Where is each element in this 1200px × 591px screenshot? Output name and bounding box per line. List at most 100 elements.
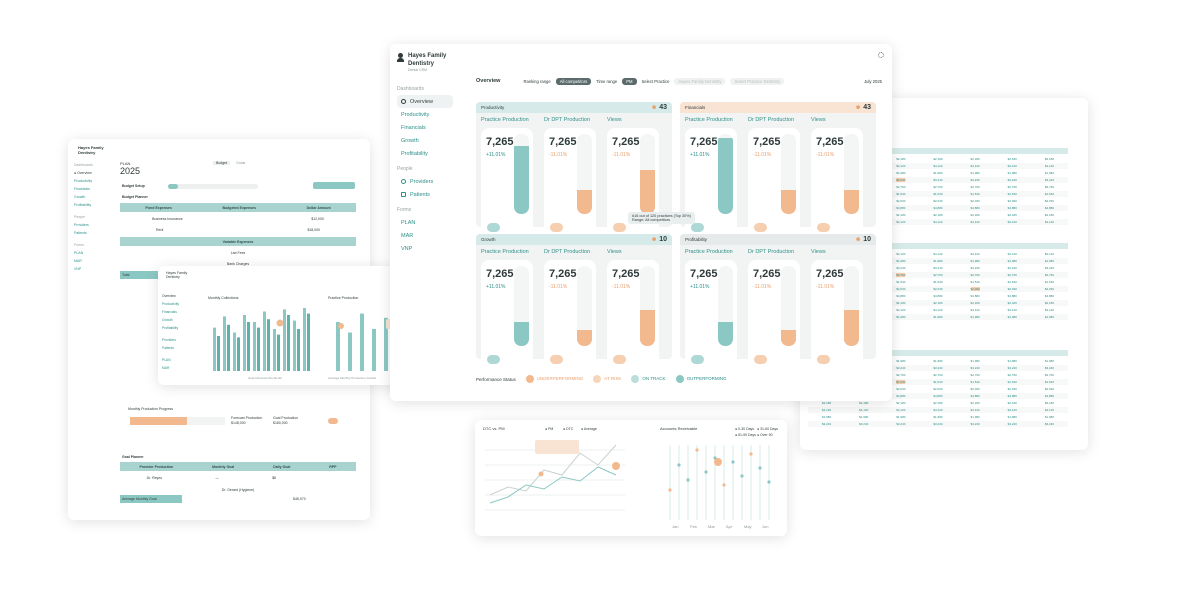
table-cell: $2,180 bbox=[1044, 301, 1054, 305]
series-line bbox=[489, 466, 617, 504]
mini-nav-item[interactable]: PLAN bbox=[162, 358, 171, 362]
mini-nav-item[interactable]: Providers bbox=[162, 338, 176, 342]
table-row: $1,980 $1,980 $1,980 $1,980 $1,980 $1,980 $1,9… bbox=[808, 414, 1068, 420]
budget-tabs[interactable]: Budget Goals bbox=[213, 161, 245, 165]
legend-item: AT RISK bbox=[593, 375, 621, 383]
table-cell: $3,240 bbox=[933, 422, 943, 426]
table-cell: $4,120 bbox=[970, 164, 980, 168]
table-cell: $3,240 bbox=[1044, 178, 1054, 182]
metric-fill bbox=[514, 146, 529, 214]
mini-nav-item[interactable]: Patients bbox=[162, 346, 174, 350]
table-cell: $4,120 bbox=[933, 164, 943, 168]
table-cell: $4,120 bbox=[1007, 308, 1017, 312]
nav-label: Patients bbox=[410, 191, 430, 198]
sidebar-item-productivity[interactable]: Productivity bbox=[397, 108, 453, 121]
tab-goals[interactable]: Goals bbox=[236, 161, 246, 165]
metric-badge-icon bbox=[817, 223, 830, 232]
metric-card[interactable]: Views 7,265 -11.01% bbox=[607, 249, 659, 370]
sidebar-item-patients[interactable]: Patients bbox=[397, 188, 453, 201]
table-cell: $3,240 bbox=[896, 366, 906, 370]
sidebar-item-financials[interactable]: Financials bbox=[397, 121, 453, 134]
metric-change: -11.01% bbox=[549, 152, 568, 158]
mini-nav-item[interactable]: Financials bbox=[162, 310, 177, 314]
metric-card[interactable]: Practice Production 7,265 +11.01% bbox=[685, 249, 737, 370]
bar bbox=[263, 311, 266, 371]
table-cell: $1,980 bbox=[933, 359, 943, 363]
underperforming-dot bbox=[525, 375, 534, 383]
mini-nav-item[interactable]: Productivity bbox=[162, 302, 180, 306]
ranking-range-select[interactable]: All competitors bbox=[555, 77, 592, 85]
time-range-select[interactable]: PM bbox=[622, 77, 637, 85]
mini-nav-item[interactable]: Profitability bbox=[162, 326, 179, 330]
metric-card[interactable]: Practice Production 7,265 +11.01% bbox=[481, 117, 533, 238]
table-cell: $2,180 bbox=[933, 157, 943, 161]
mini-nav-item[interactable]: Overview bbox=[162, 294, 176, 298]
legend-label: OUTPERFORMING bbox=[686, 376, 727, 382]
sidebar-item-overview[interactable]: Overview bbox=[397, 95, 453, 108]
goal-toggle[interactable] bbox=[328, 418, 338, 424]
metric-card[interactable]: Practice Production 7,265 +11.01% bbox=[481, 249, 533, 370]
metric-tube bbox=[514, 134, 529, 214]
table-cell: $1,980 bbox=[1044, 415, 1054, 419]
metric-card[interactable]: Dr DPT Production 7,265 -11.01% bbox=[748, 249, 800, 370]
metric-fill bbox=[781, 330, 796, 346]
table-cell: $1,980 bbox=[821, 415, 832, 419]
bar bbox=[217, 336, 220, 371]
main-window: Hayes Family Dentistry Dental CRM Dashbo… bbox=[390, 44, 892, 401]
table-cell: $2,180 bbox=[970, 213, 980, 217]
legend-item: OUTPERFORMING bbox=[675, 375, 727, 383]
table-cell: $2,030 bbox=[1007, 387, 1017, 391]
mini-note1: Goal Achieved this Month bbox=[248, 376, 283, 380]
highlight-point bbox=[714, 458, 722, 466]
bar bbox=[293, 320, 296, 371]
budget-slider[interactable] bbox=[168, 184, 258, 189]
table-cell: $2,760 bbox=[970, 373, 980, 377]
table-cell: $4,120 bbox=[1044, 308, 1054, 312]
table-cell: $2,760 bbox=[1044, 185, 1054, 189]
table-cell: $1,540 bbox=[896, 192, 906, 196]
table-cell: $4,880 bbox=[896, 206, 906, 210]
metric-card[interactable]: Dr DPT Production 7,265 -11.01% bbox=[544, 117, 596, 238]
table-cell: $4,880 bbox=[1044, 294, 1054, 298]
sidebar-item-growth[interactable]: Growth bbox=[397, 134, 453, 147]
dashboard-panel: Profitability ✺ 10 Practice Production 7,26… bbox=[680, 234, 876, 370]
table-cell: $4,120 bbox=[1044, 408, 1054, 412]
total-row: Total bbox=[120, 271, 180, 279]
table-cell: $3,240 bbox=[933, 366, 943, 370]
tab-budget[interactable]: Budget bbox=[213, 161, 231, 165]
table-cell: $2,030 bbox=[1044, 199, 1054, 203]
filter-chip-2[interactable]: Select Practice Dentistry bbox=[730, 77, 785, 85]
sidebar-item-mar[interactable]: MAR bbox=[397, 229, 453, 242]
filter-chip-1[interactable]: Hayes Family Dentistry bbox=[674, 77, 726, 85]
panel-title: Growth bbox=[481, 237, 496, 242]
month-select[interactable]: July 2025 bbox=[864, 78, 882, 84]
generate-budget-button[interactable] bbox=[313, 182, 355, 189]
metric-fill bbox=[640, 170, 655, 214]
point bbox=[758, 466, 762, 470]
sidebar-item-vnp[interactable]: VNP bbox=[397, 242, 453, 255]
metric-card[interactable]: Views 7,265 -11.01% bbox=[811, 249, 863, 370]
gear-icon[interactable] bbox=[878, 52, 884, 58]
bar bbox=[307, 313, 310, 371]
sidebar-item-providers[interactable]: Providers bbox=[397, 175, 453, 188]
table-row: Lab Fees bbox=[120, 248, 356, 257]
metric-card[interactable]: Practice Production 7,265 +11.01% bbox=[685, 117, 737, 238]
metric-card[interactable]: Dr DPT Production 7,265 -11.01% bbox=[544, 249, 596, 370]
legend-item: ON TRACK bbox=[631, 375, 666, 383]
select-practice[interactable]: Select Practice bbox=[641, 78, 670, 84]
mini-nav-item[interactable]: Growth bbox=[162, 318, 173, 322]
sidebar-item-plan[interactable]: PLAN bbox=[397, 216, 453, 229]
avg-monthly-goal: Average Monthly Goal bbox=[120, 495, 182, 503]
col: RPP bbox=[329, 464, 337, 469]
metric-card[interactable]: Views 7,265 -11.01% bbox=[607, 117, 659, 238]
metric-card[interactable]: Dr DPT Production 7,265 -11.01% bbox=[748, 117, 800, 238]
budget-sidebar: Dashboards ● Overview Productivity Financ… bbox=[74, 163, 93, 271]
metric-card[interactable]: Views 7,265 -11.01% bbox=[811, 117, 863, 238]
sidebar-item-profitability[interactable]: Profitability bbox=[397, 147, 453, 160]
mini-nav-item[interactable]: MAR bbox=[162, 366, 170, 370]
table-cell: $2,030 bbox=[896, 287, 906, 291]
table-cell: $4,880 bbox=[933, 294, 943, 298]
table-cell: $1,980 bbox=[970, 415, 980, 419]
metric-body: 7,265 -11.01% bbox=[544, 260, 596, 370]
table-cell: $2,180 bbox=[1044, 157, 1054, 161]
